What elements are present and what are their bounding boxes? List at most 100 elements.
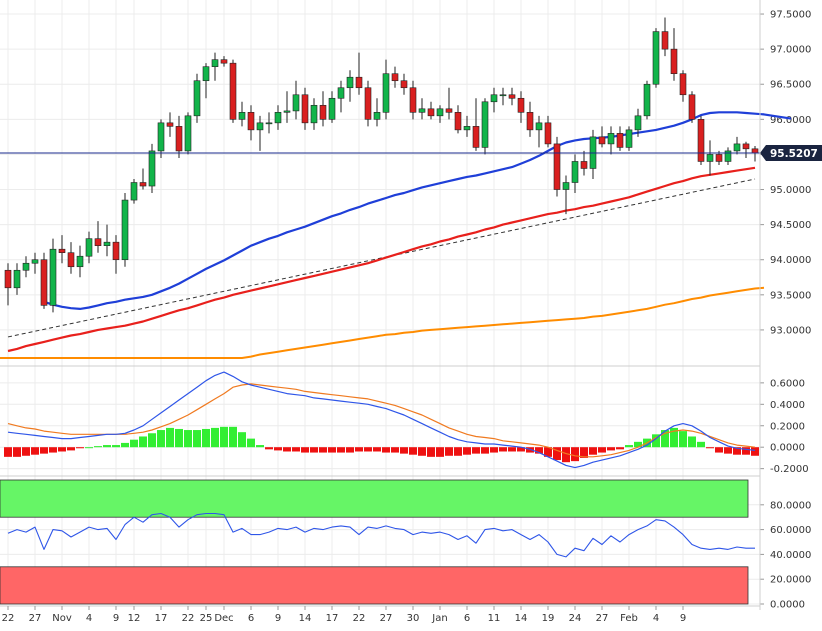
candle-body [211,59,219,67]
candlestick [274,105,282,130]
x-tick-label: 19 [542,613,555,624]
macd-histogram-bar [463,447,471,455]
macd-tick-label: 0.0000 [770,443,805,454]
macd-tick-label: -0.2000 [770,464,809,475]
rsi-overbought-zone [0,479,749,518]
candle-body [319,104,327,120]
macd-histogram-bar [238,432,246,448]
candle-body [616,133,624,148]
macd-histogram-bar [625,445,633,448]
macd-histogram-bar [103,445,111,448]
macd-panel: 0.6000 0.4000 0.2000 0.0000 -0.2000 [0,371,809,475]
rsi-tick-label: 40.0000 [770,550,811,561]
x-tick-label: 22 [182,613,195,624]
x-tick-label: 27 [29,613,42,624]
rsi-tick-label: 80.0000 [770,500,811,511]
macd-histogram-bar [67,447,75,451]
price-tick-label: 95.0000 [770,185,811,196]
candlestick [319,91,327,127]
macd-histogram-bar [166,427,174,448]
x-tick-label: 11 [488,613,501,624]
candlestick [310,98,318,130]
macd-histogram-bar [58,447,66,452]
x-tick-label: 4 [653,613,659,624]
macd-histogram-bar [481,447,489,454]
macd-histogram-bar [454,447,462,456]
candle-body [391,73,399,82]
candlestick [472,98,480,151]
candlestick [373,98,381,127]
price-fast-ma-group [43,111,792,310]
candle-body [139,182,147,187]
candlestick [121,193,129,267]
macd-histogram-bar [301,447,309,453]
macd-histogram-bar [31,447,39,455]
candlestick [202,63,210,99]
candlestick [580,150,588,176]
macd-histogram-bar [472,447,480,454]
macd-histogram-bar [661,430,669,448]
macd-histogram-bar [652,434,660,448]
candlestick [679,70,687,102]
macd-histogram-bar [616,447,624,450]
candlestick [400,73,408,95]
candle-body [688,94,696,120]
candlestick [175,115,183,158]
rsi-tick-label: 20.0000 [770,575,811,586]
macd-tick-label: 0.6000 [770,378,805,389]
price-y-axis: 97.500097.000096.500096.000095.500095.00… [760,10,811,336]
candle-body [22,262,30,271]
candlestick [742,141,750,158]
candle-body [427,108,435,117]
candlestick [85,231,93,264]
candle-body [121,199,129,261]
candle-body [256,122,264,131]
candlestick [220,56,228,67]
macd-histogram-bar [319,447,327,453]
x-tick-label: 9 [275,613,281,624]
macd-histogram-bar [4,447,12,457]
rsi-line-group [7,512,755,558]
x-tick-label: 30 [407,613,420,624]
price-panel-background [0,0,760,358]
candlestick [535,115,543,148]
macd-histogram-bar [571,447,579,462]
macd-histogram-bar [220,426,228,448]
macd-histogram-bar [499,447,507,452]
macd-histogram-bar [40,447,48,454]
candle-body [364,87,372,120]
candlestick [733,136,741,155]
candle-body [40,259,48,306]
candlestick [544,115,552,148]
candlestick [76,245,84,278]
price-tick-label: 96.0000 [770,115,811,126]
candlestick [490,87,498,113]
candlestick [58,235,66,264]
candlestick [184,112,192,155]
macd-histogram-bar [724,447,732,454]
x-tick-label: 6 [248,613,254,624]
macd-histogram-bar [85,447,93,449]
last-price-group: 95.5207 [0,144,822,161]
candlestick [157,119,165,158]
candlestick [292,80,300,120]
candlestick [166,112,174,137]
macd-histogram-bar [256,445,264,448]
candle-body [85,238,93,257]
macd-histogram-bar [391,447,399,453]
candle-body [454,112,462,131]
macd-y-axis: 0.6000 0.4000 0.2000 0.0000 -0.2000 [760,378,809,475]
macd-histogram-bar [715,447,723,453]
candle-body [184,115,192,152]
candlestick [139,168,147,190]
macd-histogram-bar [13,447,21,457]
candle-body [274,112,282,124]
candle-body [742,143,750,150]
x-tick-label: Jan [431,613,447,624]
candlestick [130,179,138,204]
candlestick [427,101,435,120]
x-tick-label: 6 [464,613,470,624]
candlestick [454,105,462,134]
macd-histogram-bar [490,447,498,453]
